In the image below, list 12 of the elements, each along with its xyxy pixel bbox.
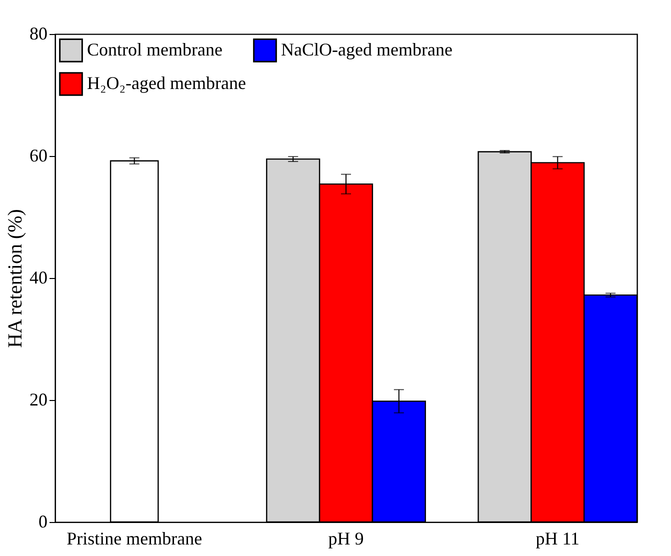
y-tick-label: 20: [30, 390, 48, 410]
x-tick-label: Pristine membrane: [66, 528, 202, 548]
legend-label: NaClO-aged membrane: [281, 39, 452, 60]
y-tick-label: 40: [30, 268, 48, 288]
y-axis-title: HA retention (%): [4, 209, 26, 348]
legend-label: Control membrane: [87, 39, 222, 60]
y-tick-label: 0: [38, 512, 48, 532]
x-tick-label: pH 9: [328, 528, 364, 548]
y-tick-label: 60: [30, 146, 48, 166]
x-tick-label: pH 11: [536, 528, 580, 548]
legend-label: H₂O₂-aged membrane: [87, 73, 246, 93]
y-tick-label: 80: [30, 24, 48, 44]
